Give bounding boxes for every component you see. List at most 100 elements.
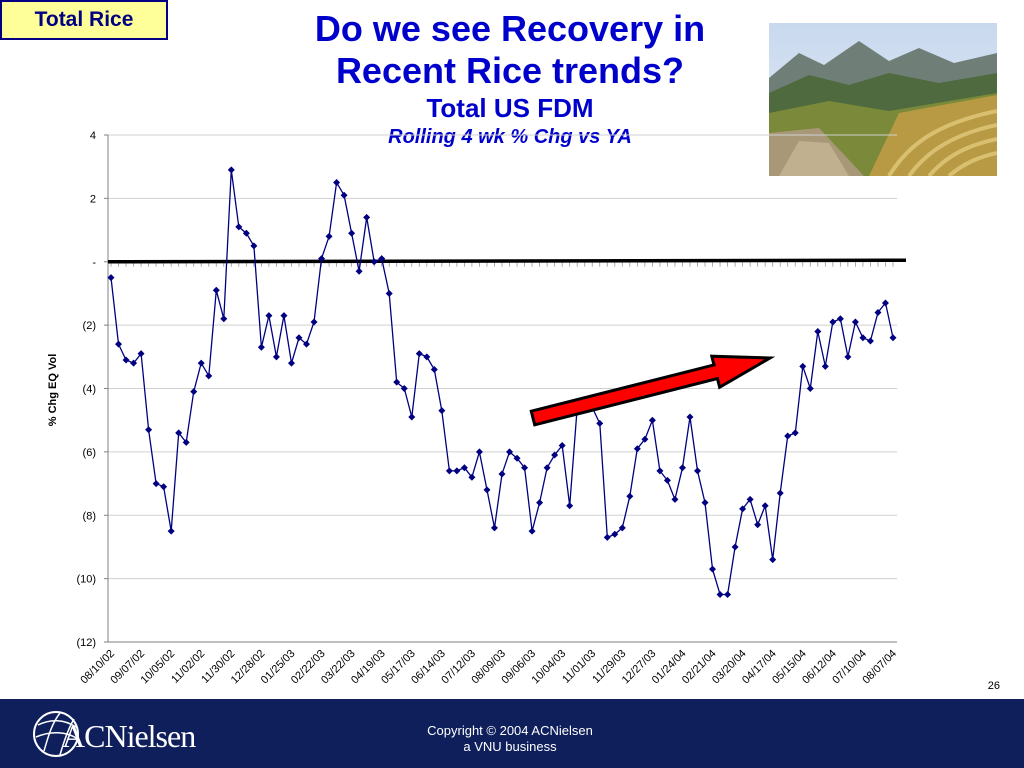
data-point-marker	[844, 353, 852, 361]
data-point-marker	[626, 492, 634, 500]
data-point-marker	[694, 467, 701, 475]
data-point-marker	[603, 533, 611, 541]
data-point-marker	[874, 308, 882, 316]
y-tick-label: 2	[90, 193, 96, 205]
data-point-marker	[543, 464, 551, 472]
chart-gridlines	[108, 134, 897, 643]
footer-bar: ACNielsen Copyright © 2004 ACNielsen a V…	[0, 699, 1024, 768]
data-point-marker	[340, 191, 348, 199]
y-tick-label: (10)	[76, 574, 96, 586]
data-point-marker	[385, 289, 393, 297]
data-point-marker	[303, 340, 310, 348]
data-point-marker	[678, 464, 686, 472]
y-tick-label: (8)	[83, 510, 96, 522]
data-point-marker	[475, 448, 483, 456]
y-tick-label: (4)	[83, 384, 96, 396]
data-point-marker	[393, 378, 401, 386]
title-line-2: Recent Rice trends?	[335, 50, 685, 91]
data-point-marker	[806, 385, 814, 392]
trend-arrow-shape	[529, 354, 776, 427]
data-point-marker	[889, 334, 897, 342]
data-point-marker	[769, 556, 777, 564]
data-point-marker	[430, 365, 438, 373]
data-point-marker	[611, 530, 619, 538]
data-point-marker	[130, 359, 138, 367]
data-point-marker	[829, 318, 837, 326]
data-point-marker	[551, 451, 559, 459]
data-point-marker	[641, 435, 649, 443]
data-point-marker	[506, 448, 514, 456]
data-point-marker	[821, 362, 829, 370]
chart-annotations	[529, 354, 776, 427]
data-point-marker	[348, 229, 356, 237]
data-point-marker	[295, 334, 303, 342]
data-point-marker	[318, 255, 326, 263]
data-point-marker	[190, 388, 198, 396]
data-point-marker	[521, 464, 529, 472]
chart-axes: 42-(2)(4)(6)(8)(10)(12)08/10/0209/07/021…	[76, 130, 907, 686]
data-point-marker	[663, 476, 671, 484]
data-point-marker	[160, 483, 168, 491]
data-point-marker	[701, 499, 709, 507]
data-point-marker	[182, 438, 190, 446]
data-point-marker	[445, 467, 453, 475]
data-point-marker	[814, 327, 822, 335]
data-point-marker	[265, 312, 273, 320]
data-point-marker	[460, 464, 468, 472]
data-point-marker	[754, 521, 762, 529]
globe-logo-icon: ACNielsen	[33, 711, 197, 757]
y-tick-label: (12)	[76, 637, 96, 649]
sub-subtitle: Rolling 4 wk % Chg vs YA	[388, 126, 632, 148]
data-point-marker	[423, 353, 431, 361]
y-tick-label: (6)	[83, 447, 96, 459]
logo-wordmark: ACNielsen	[62, 718, 196, 754]
data-point-marker	[656, 467, 664, 475]
data-point-marker	[438, 407, 446, 415]
subtitle: Total US FDM	[426, 93, 594, 123]
data-point-marker	[280, 312, 288, 320]
series-line	[110, 169, 894, 596]
data-point-marker	[776, 489, 784, 497]
data-point-marker	[724, 590, 732, 598]
data-point-marker	[175, 429, 183, 437]
line-chart: 42-(2)(4)(6)(8)(10)(12)08/10/0209/07/021…	[47, 130, 907, 686]
data-point-marker	[716, 590, 724, 598]
slide-title: Do we see Recovery in Recent Rice trends…	[250, 8, 770, 150]
data-point-marker	[866, 337, 874, 345]
data-point-marker	[220, 315, 228, 323]
data-point-marker	[235, 223, 243, 231]
data-point-marker	[272, 353, 280, 361]
data-point-marker	[648, 416, 656, 424]
data-point-marker	[784, 432, 792, 440]
data-point-marker	[242, 229, 250, 237]
y-axis-label: % Chg EQ Vol	[47, 354, 59, 427]
data-point-marker	[400, 385, 408, 392]
data-point-marker	[205, 372, 213, 380]
copyright-notice: Copyright © 2004 ACNielsen a VNU busines…	[380, 723, 640, 755]
data-point-marker	[115, 340, 123, 348]
data-point-marker	[333, 179, 341, 187]
data-point-marker	[881, 299, 889, 307]
data-point-marker	[498, 470, 506, 478]
data-point-marker	[633, 445, 641, 453]
data-point-marker	[453, 467, 461, 475]
data-point-marker	[408, 413, 416, 421]
data-point-marker	[709, 565, 717, 573]
data-point-marker	[363, 213, 371, 221]
trend-arrow	[529, 354, 776, 427]
data-point-marker	[355, 267, 363, 275]
data-point-marker	[558, 442, 566, 450]
data-point-marker	[310, 318, 318, 326]
data-point-marker	[370, 258, 378, 266]
data-point-marker	[671, 495, 679, 503]
data-point-marker	[739, 505, 747, 513]
data-point-marker	[851, 318, 859, 326]
data-point-marker	[378, 255, 386, 263]
data-point-marker	[152, 480, 160, 488]
data-point-marker	[799, 362, 807, 370]
data-point-marker	[528, 527, 536, 535]
data-point-marker	[746, 495, 754, 503]
section-tag: Total Rice	[0, 0, 168, 40]
data-point-marker	[212, 286, 220, 294]
acnielsen-logo: ACNielsen	[30, 707, 245, 761]
